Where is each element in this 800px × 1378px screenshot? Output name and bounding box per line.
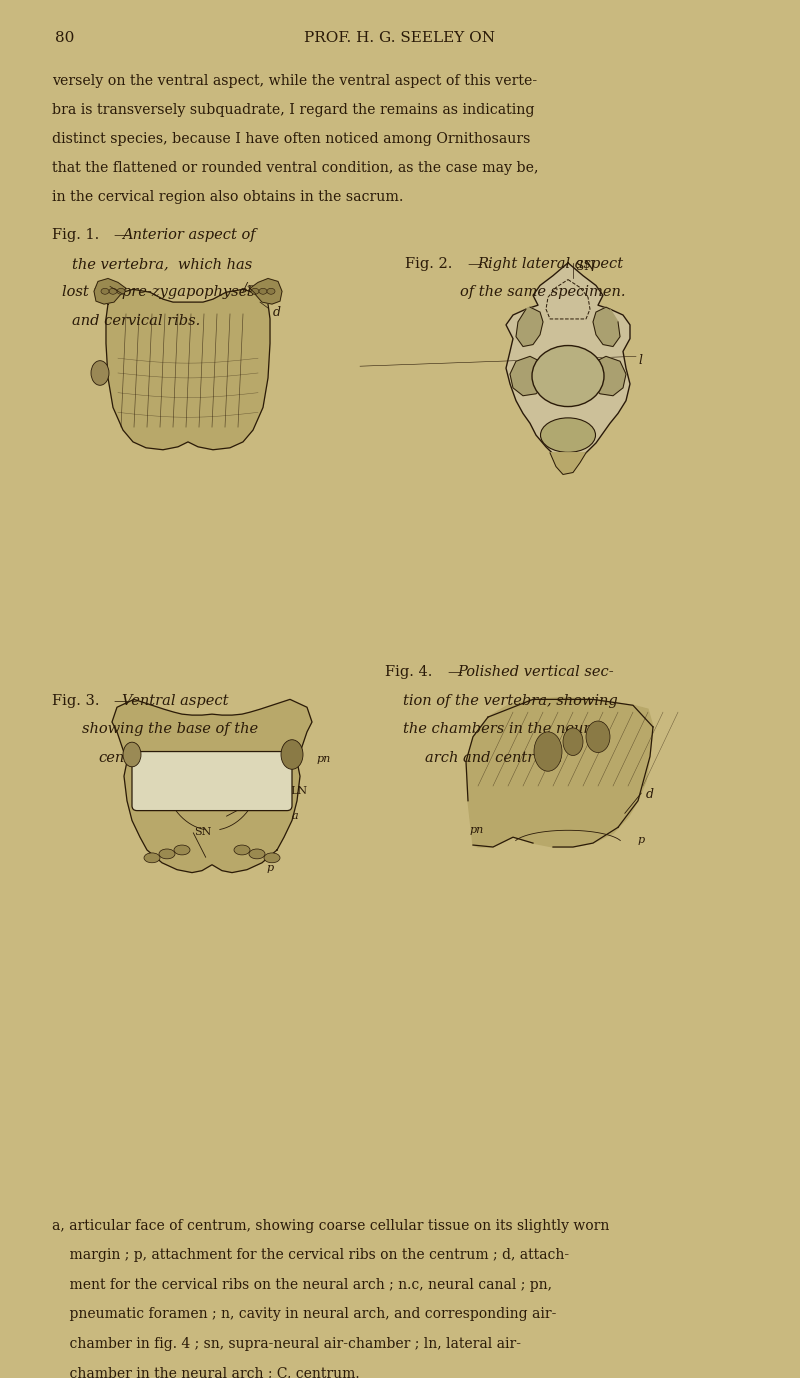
Text: distinct species, because I have often noticed among Ornithosaurs: distinct species, because I have often n… [52, 132, 530, 146]
Text: LN: LN [598, 325, 615, 335]
Ellipse shape [541, 418, 595, 452]
Text: C: C [563, 429, 573, 441]
Text: chamber in the neural arch ; C, centrum.: chamber in the neural arch ; C, centrum. [52, 1366, 360, 1378]
Text: Fig. 4.: Fig. 4. [385, 666, 432, 679]
Ellipse shape [534, 732, 562, 772]
Ellipse shape [101, 288, 109, 295]
Text: p: p [638, 835, 645, 845]
Ellipse shape [586, 721, 610, 752]
Text: d: d [646, 788, 654, 801]
Ellipse shape [532, 346, 604, 407]
Polygon shape [588, 357, 626, 395]
Ellipse shape [251, 288, 259, 295]
Text: /p: /p [243, 282, 255, 295]
Ellipse shape [249, 849, 265, 858]
Ellipse shape [563, 728, 583, 755]
Text: and cervical ribs.: and cervical ribs. [72, 314, 200, 328]
Text: Anterior aspect of: Anterior aspect of [122, 229, 256, 243]
FancyBboxPatch shape [132, 751, 292, 810]
Text: LN: LN [290, 785, 307, 796]
Text: Right lateral aspect: Right lateral aspect [477, 256, 623, 271]
Ellipse shape [264, 853, 280, 863]
Text: showing the base of the: showing the base of the [82, 722, 258, 736]
Text: of the same specimen.: of the same specimen. [460, 285, 626, 299]
Ellipse shape [234, 845, 250, 854]
Text: p: p [103, 284, 111, 298]
Polygon shape [593, 307, 620, 346]
Text: Fig. 3.: Fig. 3. [52, 695, 99, 708]
Ellipse shape [123, 743, 141, 766]
Text: tion of the vertebra, showing: tion of the vertebra, showing [403, 695, 618, 708]
Text: N.C: N.C [555, 369, 581, 383]
Polygon shape [550, 453, 586, 474]
Ellipse shape [174, 845, 190, 854]
Ellipse shape [281, 740, 303, 769]
Text: that the flattened or rounded ventral condition, as the case may be,: that the flattened or rounded ventral co… [52, 161, 538, 175]
Text: —: — [467, 256, 482, 271]
Text: SN: SN [194, 827, 211, 838]
Text: N.C: N.C [200, 784, 224, 798]
Text: ment for the cervical ribs on the neural arch ; n.c, neural canal ; pn,: ment for the cervical ribs on the neural… [52, 1277, 552, 1291]
Polygon shape [466, 697, 653, 847]
Text: —: — [113, 695, 128, 708]
Text: a, articular face of centrum, showing coarse cellular tissue on its slightly wor: a, articular face of centrum, showing co… [52, 1218, 610, 1232]
Text: —: — [447, 666, 462, 679]
Polygon shape [506, 263, 630, 463]
Text: Fig. 1.: Fig. 1. [52, 229, 99, 243]
Text: N: N [252, 801, 262, 810]
Polygon shape [112, 700, 312, 872]
Text: a: a [292, 810, 298, 821]
Ellipse shape [109, 288, 117, 295]
Text: the vertebra,  which has: the vertebra, which has [72, 256, 252, 271]
Ellipse shape [267, 288, 275, 295]
Text: margin ; p, attachment for the cervical ribs on the centrum ; d, attach-: margin ; p, attachment for the cervical … [52, 1248, 569, 1262]
Text: pn: pn [470, 825, 484, 835]
Text: arch and centrum.: arch and centrum. [425, 751, 562, 765]
Text: chamber in fig. 4 ; sn, supra-neural air-chamber ; ln, lateral air-: chamber in fig. 4 ; sn, supra-neural air… [52, 1337, 521, 1350]
Text: in the cervical region also obtains in the sacrum.: in the cervical region also obtains in t… [52, 190, 403, 204]
Polygon shape [516, 307, 543, 346]
Ellipse shape [259, 288, 267, 295]
Text: versely on the ventral aspect, while the ventral aspect of this verte-: versely on the ventral aspect, while the… [52, 74, 537, 88]
Text: the chambers in the neural: the chambers in the neural [403, 722, 604, 736]
Polygon shape [94, 278, 126, 305]
Text: PROF. H. G. SEELEY ON: PROF. H. G. SEELEY ON [305, 32, 495, 45]
Text: Polished vertical sec-: Polished vertical sec- [457, 666, 614, 679]
Text: d: d [273, 306, 281, 320]
Text: bra is transversely subquadrate, I regard the remains as indicating: bra is transversely subquadrate, I regar… [52, 103, 534, 117]
Text: N: N [520, 325, 530, 335]
Text: l: l [638, 354, 642, 368]
Ellipse shape [117, 288, 125, 295]
Text: p: p [267, 863, 274, 872]
Text: lost the pre-zygapophyses: lost the pre-zygapophyses [62, 285, 254, 299]
Text: SN: SN [576, 260, 594, 273]
Text: 80: 80 [55, 32, 74, 45]
Polygon shape [250, 278, 282, 305]
Text: pneumatic foramen ; n, cavity in neural arch, and corresponding air-: pneumatic foramen ; n, cavity in neural … [52, 1308, 556, 1322]
Text: Ventral aspect: Ventral aspect [122, 695, 229, 708]
Ellipse shape [91, 361, 109, 386]
Text: —: — [113, 229, 128, 243]
Polygon shape [510, 357, 548, 395]
Text: pn: pn [317, 755, 331, 765]
Ellipse shape [144, 853, 160, 863]
Polygon shape [106, 289, 270, 449]
Text: centrum.: centrum. [98, 751, 165, 765]
Ellipse shape [159, 849, 175, 858]
Text: Fig. 2.: Fig. 2. [405, 256, 452, 271]
